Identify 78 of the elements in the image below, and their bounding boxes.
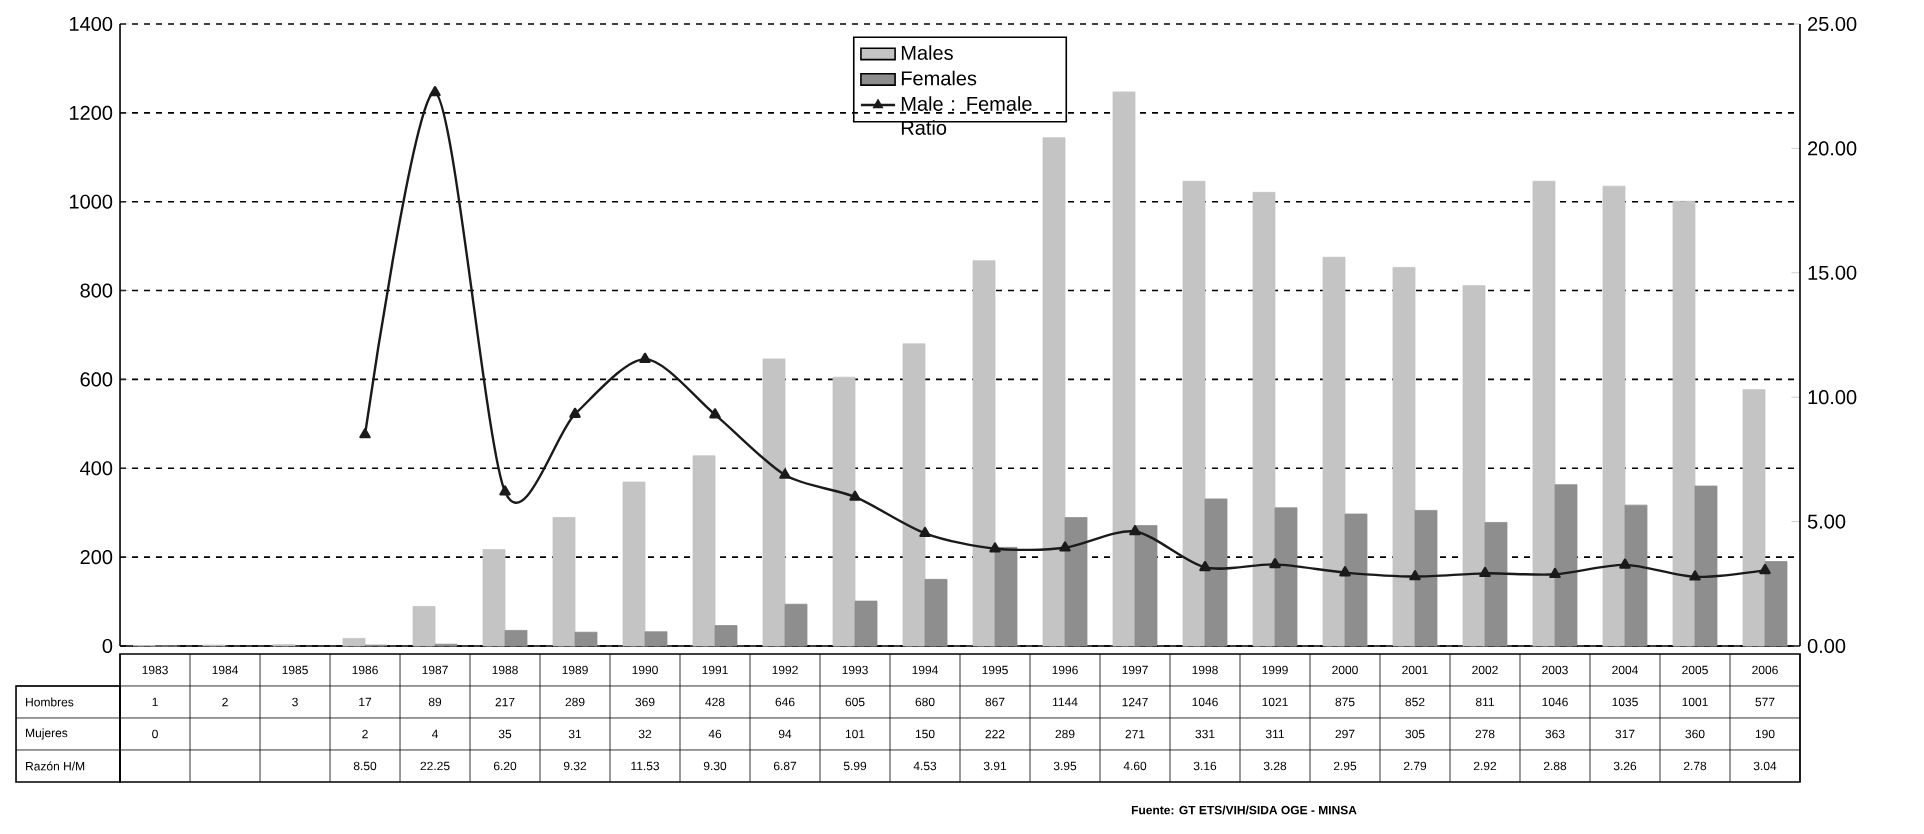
point bbox=[569, 407, 581, 418]
bar bbox=[1274, 507, 1298, 647]
point bbox=[1059, 541, 1071, 552]
bar bbox=[1182, 180, 1206, 647]
bar bbox=[552, 517, 576, 647]
bar bbox=[1042, 137, 1066, 647]
y-tick-label: 1000 bbox=[70, 194, 113, 209]
point bbox=[989, 542, 1001, 553]
bar bbox=[784, 603, 808, 647]
bar bbox=[1554, 484, 1578, 647]
y-tick-label: 1400 bbox=[70, 16, 113, 32]
bar bbox=[854, 600, 878, 647]
point bbox=[1759, 563, 1771, 575]
legend-label: Male : Female Ratio bbox=[901, 96, 1032, 135]
bar bbox=[1344, 513, 1368, 647]
bar bbox=[1134, 525, 1158, 647]
bar bbox=[714, 625, 738, 647]
bar bbox=[644, 631, 668, 647]
bar bbox=[342, 638, 366, 647]
point bbox=[1549, 567, 1561, 579]
y2-tick-label: 0.00 bbox=[1807, 638, 1846, 654]
bar bbox=[482, 549, 506, 647]
bar bbox=[994, 546, 1018, 647]
y2-tick-label: 20.00 bbox=[1808, 141, 1857, 156]
bar bbox=[1602, 185, 1626, 647]
bar bbox=[924, 578, 948, 647]
bar bbox=[1204, 498, 1228, 647]
point bbox=[709, 408, 721, 419]
bar bbox=[622, 481, 646, 647]
point bbox=[1619, 558, 1631, 569]
bar bbox=[1064, 517, 1088, 647]
bar bbox=[972, 260, 996, 647]
bar bbox=[1694, 485, 1718, 647]
bar bbox=[832, 376, 856, 647]
bar bbox=[1624, 504, 1648, 647]
point bbox=[1409, 570, 1421, 581]
point bbox=[849, 490, 861, 501]
bar bbox=[1322, 256, 1346, 647]
bar bbox=[1112, 91, 1136, 647]
y-tick-label: 200 bbox=[80, 550, 113, 565]
point bbox=[1129, 525, 1141, 536]
point bbox=[639, 352, 651, 363]
bar bbox=[574, 631, 598, 647]
point bbox=[779, 468, 791, 479]
bar bbox=[1414, 510, 1438, 647]
y-tick-label: 600 bbox=[80, 372, 113, 387]
bar bbox=[1672, 200, 1696, 647]
y2-tick-label: 5.00 bbox=[1807, 514, 1846, 529]
y-tick-label: 400 bbox=[80, 461, 113, 476]
bar bbox=[1462, 285, 1486, 647]
y-tick-label: 0 bbox=[102, 638, 113, 654]
point bbox=[1339, 566, 1351, 577]
point bbox=[1269, 557, 1281, 569]
bar bbox=[1742, 389, 1766, 647]
bar bbox=[1764, 561, 1788, 647]
bar bbox=[504, 630, 528, 647]
y2-tick-label: 15.00 bbox=[1808, 265, 1857, 280]
point bbox=[1479, 566, 1491, 578]
legend-label: Males bbox=[901, 45, 953, 60]
y2-tick-label: 25.00 bbox=[1808, 16, 1857, 32]
point bbox=[919, 526, 931, 538]
legend-label: Females bbox=[901, 70, 977, 86]
bar bbox=[1392, 267, 1416, 647]
bar bbox=[902, 343, 926, 647]
y-tick-label: 800 bbox=[80, 283, 113, 298]
bar bbox=[1252, 191, 1276, 647]
y-tick-label: 1200 bbox=[70, 105, 113, 120]
point bbox=[359, 428, 371, 439]
point bbox=[1199, 560, 1211, 572]
point bbox=[429, 86, 441, 97]
bar bbox=[412, 606, 436, 647]
bar bbox=[1484, 522, 1508, 647]
bar bbox=[762, 358, 786, 647]
bar bbox=[692, 455, 716, 647]
bar bbox=[1532, 180, 1556, 647]
y2-tick-label: 10.00 bbox=[1808, 390, 1857, 405]
point bbox=[1689, 570, 1701, 581]
point bbox=[499, 485, 511, 496]
